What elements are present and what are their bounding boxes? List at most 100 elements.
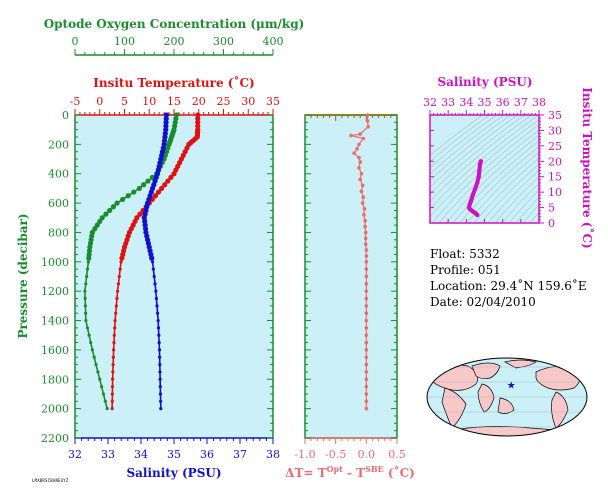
delta-point [364, 304, 369, 308]
pressure-tick-label: 1000 [41, 256, 69, 269]
ts-temp-tick-label: 30 [548, 124, 562, 137]
temperature-point [115, 296, 119, 301]
temperature-point [110, 385, 115, 389]
salinity-point [157, 333, 161, 337]
ts-isopycnal-line [480, 163, 539, 223]
ts-isopycnal-line [430, 115, 512, 181]
map-landmass [551, 391, 569, 429]
temperature-point [113, 326, 117, 330]
delta-point [364, 392, 369, 396]
ts-salinity-tick-label: 35 [478, 96, 492, 109]
oxygen-tick-label: 400 [263, 35, 284, 48]
pressure-tick-label: 1800 [41, 373, 69, 386]
salinity-tick-label: 35 [167, 448, 181, 461]
temperature-point [159, 185, 165, 192]
map-landmass [497, 397, 515, 414]
ts-isopycnal-line [494, 176, 539, 223]
profile-number: Profile: 051 [430, 263, 501, 277]
ts-isopycnal-line [550, 75, 608, 233]
ts-salinity-tick-label: 34 [459, 96, 473, 109]
ts-isopycnal-line [430, 115, 505, 175]
delta-point [364, 289, 369, 293]
oxygen-point [83, 289, 87, 293]
map-landmass [477, 383, 495, 413]
ts-isopycnal-line [445, 135, 539, 223]
oxygen-point [125, 193, 131, 199]
ts-isopycnal-line [459, 146, 539, 223]
temperature-point [118, 267, 122, 271]
delta-point [357, 142, 361, 147]
salinity-point [157, 348, 162, 352]
delta-point [364, 377, 369, 382]
date: Date: 02/04/2010 [430, 295, 536, 309]
delta-point [360, 183, 365, 188]
delta-point [364, 384, 369, 389]
delta-axis-label: ΔT= TOpt - TSBE (˚C) [285, 464, 415, 480]
pressure-tick-label: 2200 [41, 432, 69, 445]
oxygen-point [84, 282, 88, 286]
temperature-tick-label: 15 [167, 95, 181, 108]
temperature-point [110, 407, 114, 411]
ts-isopycnal-line [431, 124, 539, 223]
ts-isopycnal-line [430, 119, 539, 218]
temperature-point [119, 255, 125, 261]
temperature-point [114, 311, 118, 315]
ts-point [476, 174, 481, 179]
temperature-point [110, 399, 114, 403]
delta-panel-background [305, 115, 397, 438]
ts-temperature-label: Insitu Temperature (˚C) [580, 87, 595, 248]
temperature-tick-label: 25 [217, 95, 231, 108]
world-map: ★ [426, 357, 588, 437]
temperature-point [111, 355, 115, 359]
oxygen-point [120, 196, 126, 203]
temperature-point [112, 333, 116, 337]
location: Location: 29.4˚N 159.6˚E [430, 279, 587, 293]
salinity-point [158, 392, 163, 396]
salinity-point [153, 282, 157, 286]
delta-point [358, 177, 363, 182]
oxygen-point [84, 318, 88, 323]
delta-point [358, 160, 363, 164]
salinity-tick-label: 37 [233, 448, 247, 461]
ts-point [472, 186, 478, 192]
salinity-point [158, 377, 162, 381]
delta-point [357, 155, 361, 160]
delta-point [361, 136, 366, 141]
salinity-tick-label: 33 [101, 448, 115, 461]
profile-panel-background [75, 115, 273, 438]
salinity-point [149, 255, 155, 261]
delta-point [364, 333, 369, 338]
oxygen-point [92, 355, 96, 359]
ts-isopycnal-line [536, 75, 608, 233]
temperature-tick-label: -5 [70, 95, 81, 108]
oxygen-point [85, 267, 90, 271]
oxygen-point [94, 362, 98, 367]
pressure-tick-label: 200 [48, 138, 69, 151]
temperature-tick-label: 0 [96, 95, 103, 108]
ts-isopycnal-line [529, 212, 539, 223]
ts-temp-tick-label: 0 [548, 217, 555, 230]
ts-temp-tick-label: 10 [548, 186, 562, 199]
pressure-tick-label: 1600 [41, 344, 69, 357]
salinity-tick-label: 34 [134, 448, 148, 461]
ts-isopycnal-line [430, 115, 519, 188]
delta-point [364, 311, 369, 316]
temperature-point [116, 282, 121, 286]
delta-point [359, 171, 364, 176]
oxygen-point [94, 222, 100, 228]
delta-point [363, 236, 368, 241]
temperature-point [110, 392, 114, 396]
delta-point [363, 230, 368, 235]
salinity-point [163, 123, 169, 129]
oxygen-point [103, 399, 107, 403]
salinity-point [163, 119, 169, 125]
ts-isopycnal-line [522, 204, 539, 223]
ts-temp-tick-label: 5 [548, 202, 555, 215]
pressure-axis-label: Pressure (decibar) [16, 213, 30, 338]
temperature-point [112, 348, 116, 352]
pressure-tick-label: 600 [48, 197, 69, 210]
pressure-tick-label: 800 [48, 226, 69, 239]
pressure-tick-label: 1400 [41, 315, 69, 328]
oxygen-point [92, 226, 98, 232]
delta-point [363, 218, 367, 223]
